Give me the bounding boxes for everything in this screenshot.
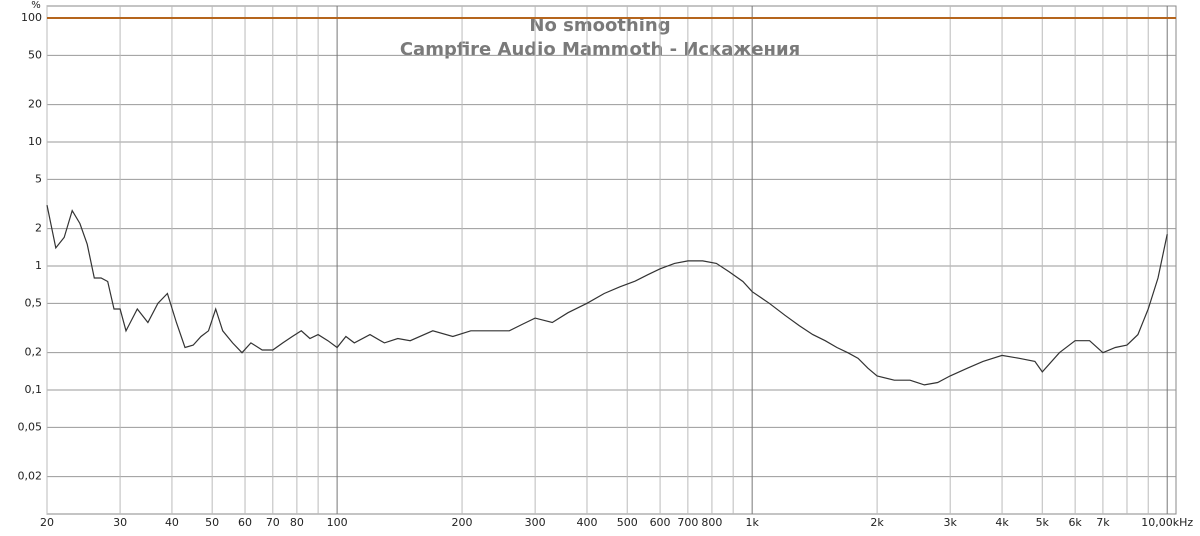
y-tick-label: 20 [28, 98, 42, 111]
x-tick-label: 40 [165, 516, 179, 529]
y-tick-label: 50 [28, 48, 42, 61]
x-tick-label: 4k [995, 516, 1009, 529]
x-tick-label: 10,00kHz [1141, 516, 1193, 529]
x-tick-label: 100 [327, 516, 348, 529]
chart-title: No smoothing [529, 15, 670, 36]
x-tick-label: 60 [238, 516, 252, 529]
y-tick-label: 10 [28, 135, 42, 148]
y-tick-label: 0,5 [25, 296, 43, 309]
y-tick-label: 0,05 [18, 420, 43, 433]
data-line [46, 204, 1168, 386]
x-tick-label: 300 [525, 516, 546, 529]
y-axis-label: % [31, 0, 41, 11]
x-tick-label: 80 [290, 516, 304, 529]
y-tick-label: 0,02 [18, 470, 43, 483]
x-tick-label: 500 [617, 516, 638, 529]
x-tick-label: 700 [677, 516, 698, 529]
x-tick-label: 7k [1096, 516, 1110, 529]
chart-subtitle: Campfire Audio Mammoth - Искажения [400, 39, 800, 60]
x-tick-label: 3k [943, 516, 957, 529]
y-tick-label: 1 [35, 259, 42, 272]
x-tick-label: 30 [113, 516, 127, 529]
x-tick-label: 70 [266, 516, 280, 529]
x-tick-label: 20 [40, 516, 54, 529]
x-tick-label: 400 [576, 516, 597, 529]
plot-frame [46, 5, 1177, 515]
x-tick-label: 2k [870, 516, 884, 529]
y-tick-label: 0,2 [25, 346, 43, 359]
y-tick-label: 0,1 [25, 383, 43, 396]
x-tick-label: 1k [745, 516, 759, 529]
x-tick-label: 800 [701, 516, 722, 529]
x-tick-label: 6k [1068, 516, 1082, 529]
y-tick-label: 2 [35, 222, 42, 235]
y-tick-label: 5 [35, 172, 42, 185]
x-tick-label: 600 [650, 516, 671, 529]
x-tick-label: 5k [1036, 516, 1050, 529]
y-tick-label: 100 [21, 11, 42, 24]
x-tick-label: 50 [205, 516, 219, 529]
x-tick-label: 200 [452, 516, 473, 529]
